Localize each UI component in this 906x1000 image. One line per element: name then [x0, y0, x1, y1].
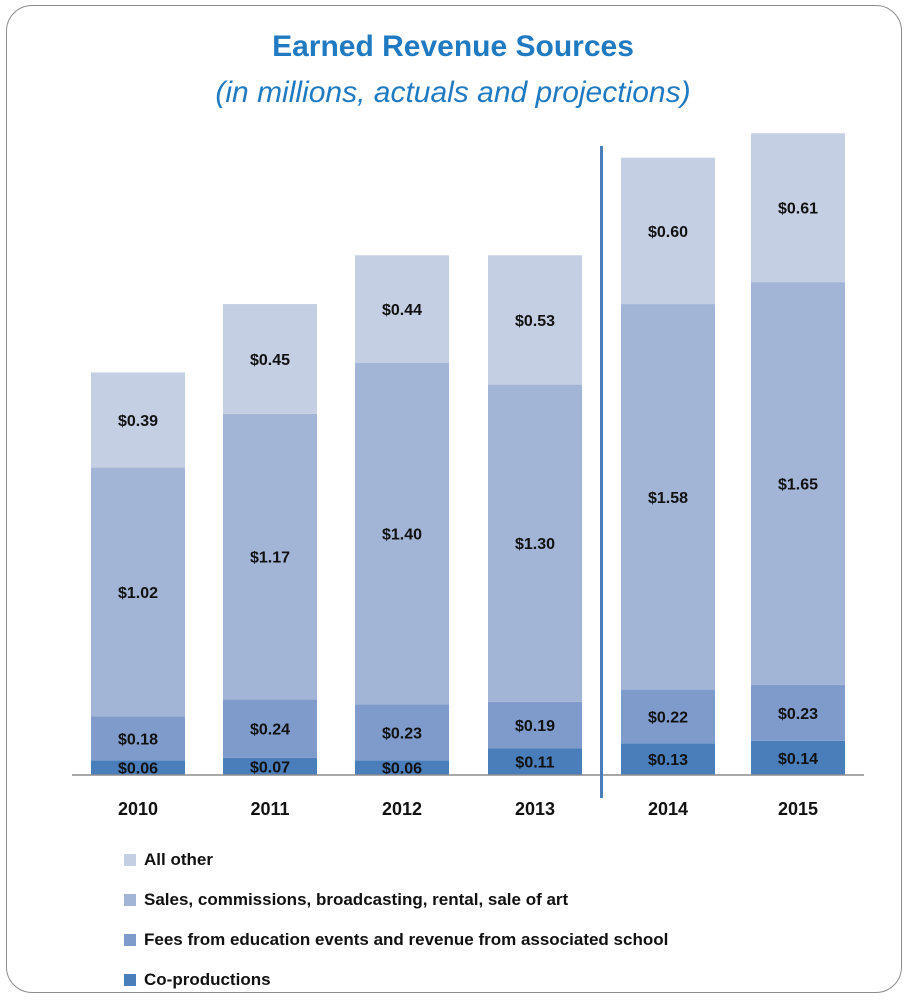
bar-segment: [91, 760, 185, 775]
data-label: $1.58: [648, 490, 688, 507]
bar-segment: [621, 157, 715, 305]
bar-segment: [223, 304, 317, 414]
bar-segment: [488, 748, 582, 775]
x-tick-label: 2011: [250, 799, 289, 819]
x-tick-label: 2015: [778, 799, 818, 819]
data-label: $0.18: [118, 731, 158, 748]
bar-segment: [355, 760, 449, 775]
bar-segment: [355, 704, 449, 761]
bar-segment: [488, 255, 582, 385]
bar-segment: [621, 304, 715, 690]
bar-segment: [621, 743, 715, 775]
chart-subtitle: (in millions, actuals and projections): [215, 76, 691, 109]
data-label: $1.65: [778, 476, 818, 493]
data-label: $0.44: [382, 302, 422, 319]
x-tick-label: 2014: [648, 799, 688, 819]
bar-segment: [223, 413, 317, 700]
legend-swatch: [124, 894, 136, 906]
legend-item: Sales, commissions, broadcasting, rental…: [124, 880, 668, 920]
data-label: $1.30: [515, 536, 555, 553]
data-label: $0.06: [118, 761, 158, 778]
bar-segment: [91, 716, 185, 761]
legend-swatch: [124, 854, 136, 866]
legend-swatch: [124, 934, 136, 946]
bar-segment: [751, 740, 845, 775]
bar-segment: [751, 133, 845, 283]
bar-segment: [621, 689, 715, 744]
data-label: $0.19: [515, 718, 555, 735]
data-label: $0.07: [250, 759, 290, 776]
bar-segment: [488, 384, 582, 702]
data-label: $0.13: [648, 752, 688, 769]
data-label: $1.17: [250, 550, 290, 567]
data-label: $0.11: [515, 755, 554, 772]
legend-item: Fees from education events and revenue f…: [124, 920, 668, 960]
data-label: $0.45: [250, 352, 290, 369]
chart-title: Earned Revenue Sources: [272, 30, 634, 63]
bar-segment: [91, 467, 185, 717]
data-label: $0.60: [648, 224, 688, 241]
bar-segment: [223, 757, 317, 775]
bar-segment: [355, 255, 449, 363]
legend-item: Co-productions: [124, 960, 668, 1000]
legend-label: Sales, commissions, broadcasting, rental…: [144, 890, 569, 909]
data-label: $1.02: [118, 585, 158, 602]
bar-segment: [488, 701, 582, 749]
legend-item: All other: [124, 840, 668, 880]
data-label: $0.61: [778, 201, 818, 218]
bar-segment: [91, 372, 185, 468]
data-label: $0.22: [648, 709, 688, 726]
legend-swatch: [124, 974, 136, 986]
legend-label: All other: [144, 850, 213, 869]
legend-label: Fees from education events and revenue f…: [144, 930, 669, 949]
data-label: $0.24: [250, 722, 290, 739]
x-tick-label: 2010: [118, 799, 158, 819]
data-label: $0.53: [515, 313, 555, 330]
bar-segment: [355, 362, 449, 705]
data-label: $0.23: [382, 725, 422, 742]
data-label: $0.39: [118, 413, 158, 430]
data-label: $0.06: [382, 761, 422, 778]
x-tick-label: 2013: [515, 799, 555, 819]
legend-label: Co-productions: [144, 970, 271, 989]
data-label: $1.40: [382, 526, 422, 543]
bar-segment: [223, 699, 317, 758]
data-label: $0.14: [778, 751, 818, 768]
data-label: $0.23: [778, 706, 818, 723]
x-tick-label: 2012: [382, 799, 422, 819]
chart-legend: All other Sales, commissions, broadcastin…: [124, 840, 668, 1000]
bar-segment: [751, 282, 845, 685]
bar-segment: [751, 684, 845, 741]
